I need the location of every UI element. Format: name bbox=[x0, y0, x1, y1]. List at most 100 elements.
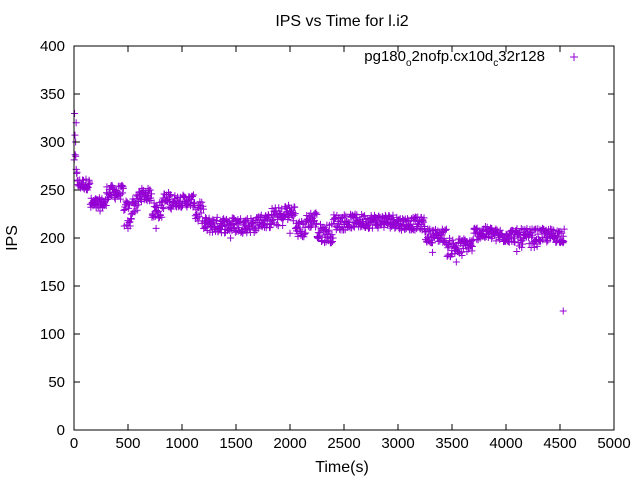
y-tick-label: 0 bbox=[57, 422, 65, 439]
data-point bbox=[195, 213, 203, 221]
x-axis-label: Time(s) bbox=[315, 459, 369, 476]
data-point bbox=[452, 258, 460, 266]
data-point bbox=[188, 192, 196, 200]
data-point bbox=[316, 220, 324, 228]
data-point bbox=[148, 190, 156, 198]
x-tick-label: 5000 bbox=[597, 435, 630, 452]
data-point bbox=[198, 198, 206, 206]
data-point bbox=[82, 175, 90, 183]
legend-marker bbox=[570, 53, 578, 61]
data-point bbox=[442, 225, 450, 233]
data-point bbox=[351, 210, 359, 218]
data-point bbox=[71, 131, 79, 139]
data-point bbox=[352, 214, 360, 222]
data-point bbox=[275, 204, 283, 212]
data-point bbox=[452, 242, 460, 250]
data-point bbox=[158, 213, 166, 221]
data-point bbox=[250, 229, 258, 237]
data-point bbox=[427, 230, 435, 238]
data-point bbox=[329, 234, 337, 242]
legend-entry-label: pg180o2nofp.cx10dc32r128 bbox=[364, 48, 545, 69]
data-point bbox=[517, 236, 525, 244]
data-point bbox=[529, 231, 537, 239]
data-point bbox=[534, 230, 542, 238]
data-point bbox=[559, 239, 567, 247]
x-tick-label: 3000 bbox=[381, 435, 414, 452]
x-tick-label: 0 bbox=[70, 435, 78, 452]
data-point bbox=[124, 200, 132, 208]
data-point bbox=[257, 211, 265, 219]
chart-title: IPS vs Time for l.i2 bbox=[275, 13, 408, 30]
legend: pg180o2nofp.cx10dc32r128 bbox=[364, 48, 578, 69]
data-point bbox=[190, 191, 198, 199]
data-point bbox=[119, 189, 127, 197]
y-tick-label: 100 bbox=[40, 326, 65, 343]
data-point bbox=[202, 214, 210, 222]
data-point bbox=[71, 109, 79, 117]
data-point bbox=[273, 221, 281, 229]
data-point bbox=[550, 226, 558, 234]
data-point bbox=[103, 195, 111, 203]
data-point bbox=[114, 191, 122, 199]
y-tick-label: 300 bbox=[40, 134, 65, 151]
data-point bbox=[558, 229, 566, 237]
data-point bbox=[199, 202, 207, 210]
data-series bbox=[70, 109, 568, 315]
data-point bbox=[83, 184, 91, 192]
data-point bbox=[119, 184, 127, 192]
y-axis-label: IPS bbox=[4, 225, 21, 251]
legend-part: 2nofp.cx10d bbox=[412, 48, 494, 65]
data-point bbox=[429, 248, 437, 256]
data-point bbox=[146, 186, 154, 194]
data-point bbox=[127, 214, 135, 222]
data-point bbox=[560, 225, 568, 233]
data-point bbox=[539, 236, 547, 244]
data-point bbox=[158, 204, 166, 212]
data-point bbox=[481, 223, 489, 231]
data-point bbox=[467, 241, 475, 249]
x-tick-label: 2000 bbox=[273, 435, 306, 452]
data-point bbox=[134, 201, 142, 209]
data-point bbox=[337, 214, 345, 222]
data-point bbox=[329, 238, 337, 246]
data-point bbox=[213, 213, 221, 221]
data-point bbox=[312, 223, 320, 231]
x-tick-label: 4500 bbox=[543, 435, 576, 452]
data-point bbox=[199, 205, 207, 213]
data-point bbox=[167, 191, 175, 199]
data-point bbox=[291, 203, 299, 211]
data-point bbox=[419, 218, 427, 226]
x-tick-label: 500 bbox=[115, 435, 140, 452]
y-tick-label: 200 bbox=[40, 230, 65, 247]
y-tick-label: 400 bbox=[40, 38, 65, 55]
data-point bbox=[84, 183, 92, 191]
data-point bbox=[291, 210, 299, 218]
data-point bbox=[312, 209, 320, 217]
data-point bbox=[559, 307, 567, 315]
data-point bbox=[279, 221, 287, 229]
legend-marker-plus bbox=[570, 53, 578, 61]
data-point bbox=[519, 240, 527, 248]
data-point bbox=[286, 229, 294, 237]
data-point bbox=[397, 226, 405, 234]
data-point bbox=[121, 206, 129, 214]
legend-subscript: o bbox=[406, 58, 412, 69]
data-point bbox=[227, 234, 235, 242]
x-tick-label: 4000 bbox=[489, 435, 522, 452]
data-point bbox=[441, 226, 449, 234]
data-point bbox=[157, 198, 165, 206]
data-point bbox=[102, 202, 110, 210]
data-point bbox=[410, 214, 418, 222]
data-point bbox=[361, 212, 369, 220]
data-point bbox=[125, 219, 133, 227]
axis-tick-labels: 0 500 1000 1500 2000 2500 3000 3500 4000 4500 5000… bbox=[40, 38, 631, 452]
data-point bbox=[320, 239, 328, 247]
data-point bbox=[420, 214, 428, 222]
data-point bbox=[71, 151, 79, 159]
data-point bbox=[513, 247, 521, 255]
y-tick-label: 50 bbox=[48, 374, 65, 391]
data-point bbox=[407, 220, 415, 228]
data-point bbox=[301, 230, 309, 238]
data-point bbox=[160, 205, 168, 213]
